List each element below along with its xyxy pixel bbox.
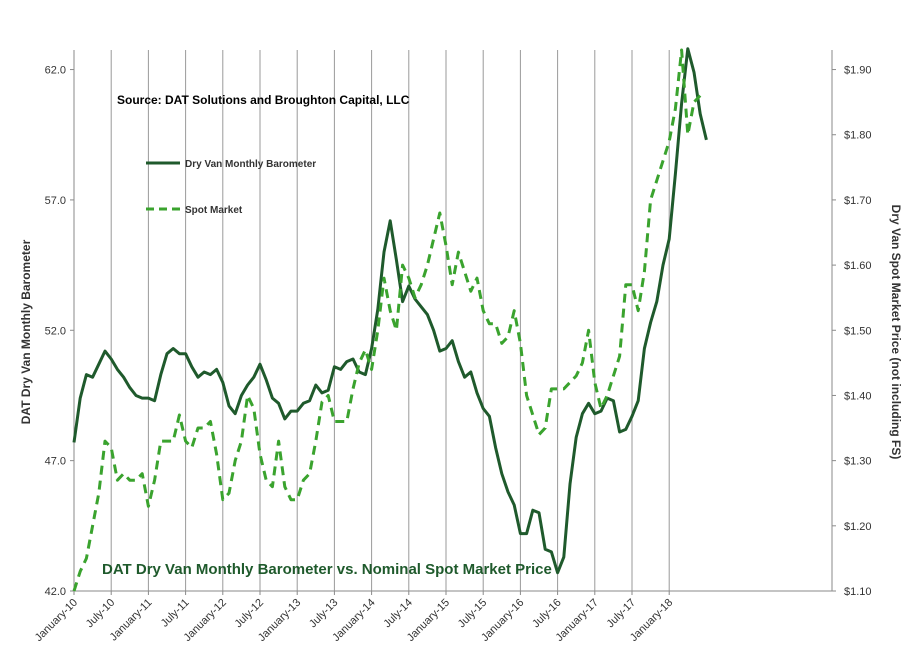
left-tick-label: 47.0 bbox=[45, 456, 66, 468]
series-lines bbox=[72, 47, 708, 592]
right-axis-title: Dry Van Spot Market Price (not including… bbox=[889, 205, 903, 460]
legend: Dry Van Monthly Barometer Spot Market bbox=[146, 159, 316, 216]
right-tick-label: $1.70 bbox=[844, 195, 872, 207]
vertical-gridlines bbox=[110, 50, 670, 591]
right-tick-label: $1.60 bbox=[844, 260, 872, 272]
source-note: Source: DAT Solutions and Broughton Capi… bbox=[117, 93, 410, 107]
right-tick-label: $1.20 bbox=[844, 521, 872, 533]
left-axis-title: DAT Dry Van Monthly Barometer bbox=[19, 239, 33, 424]
right-tick-label: $1.90 bbox=[844, 65, 872, 77]
chart-title: DAT Dry Van Monthly Barometer vs. Nomina… bbox=[102, 561, 552, 578]
left-tick-label: 62.0 bbox=[45, 65, 66, 77]
right-tick-label: $1.50 bbox=[844, 325, 872, 337]
axes bbox=[70, 50, 836, 595]
legend-label-barometer: Dry Van Monthly Barometer bbox=[185, 159, 316, 170]
legend-label-spot: Spot Market bbox=[185, 205, 243, 216]
left-tick-label: 42.0 bbox=[45, 586, 66, 598]
right-tick-label: $1.80 bbox=[844, 130, 872, 142]
barometer-line bbox=[72, 47, 708, 575]
left-tick-label: 52.0 bbox=[45, 325, 66, 337]
spot-market-line bbox=[72, 48, 702, 592]
left-tick-label: 57.0 bbox=[45, 195, 66, 207]
right-tick-label: $1.10 bbox=[844, 586, 872, 598]
right-tick-label: $1.40 bbox=[844, 390, 872, 402]
right-tick-label: $1.30 bbox=[844, 456, 872, 468]
